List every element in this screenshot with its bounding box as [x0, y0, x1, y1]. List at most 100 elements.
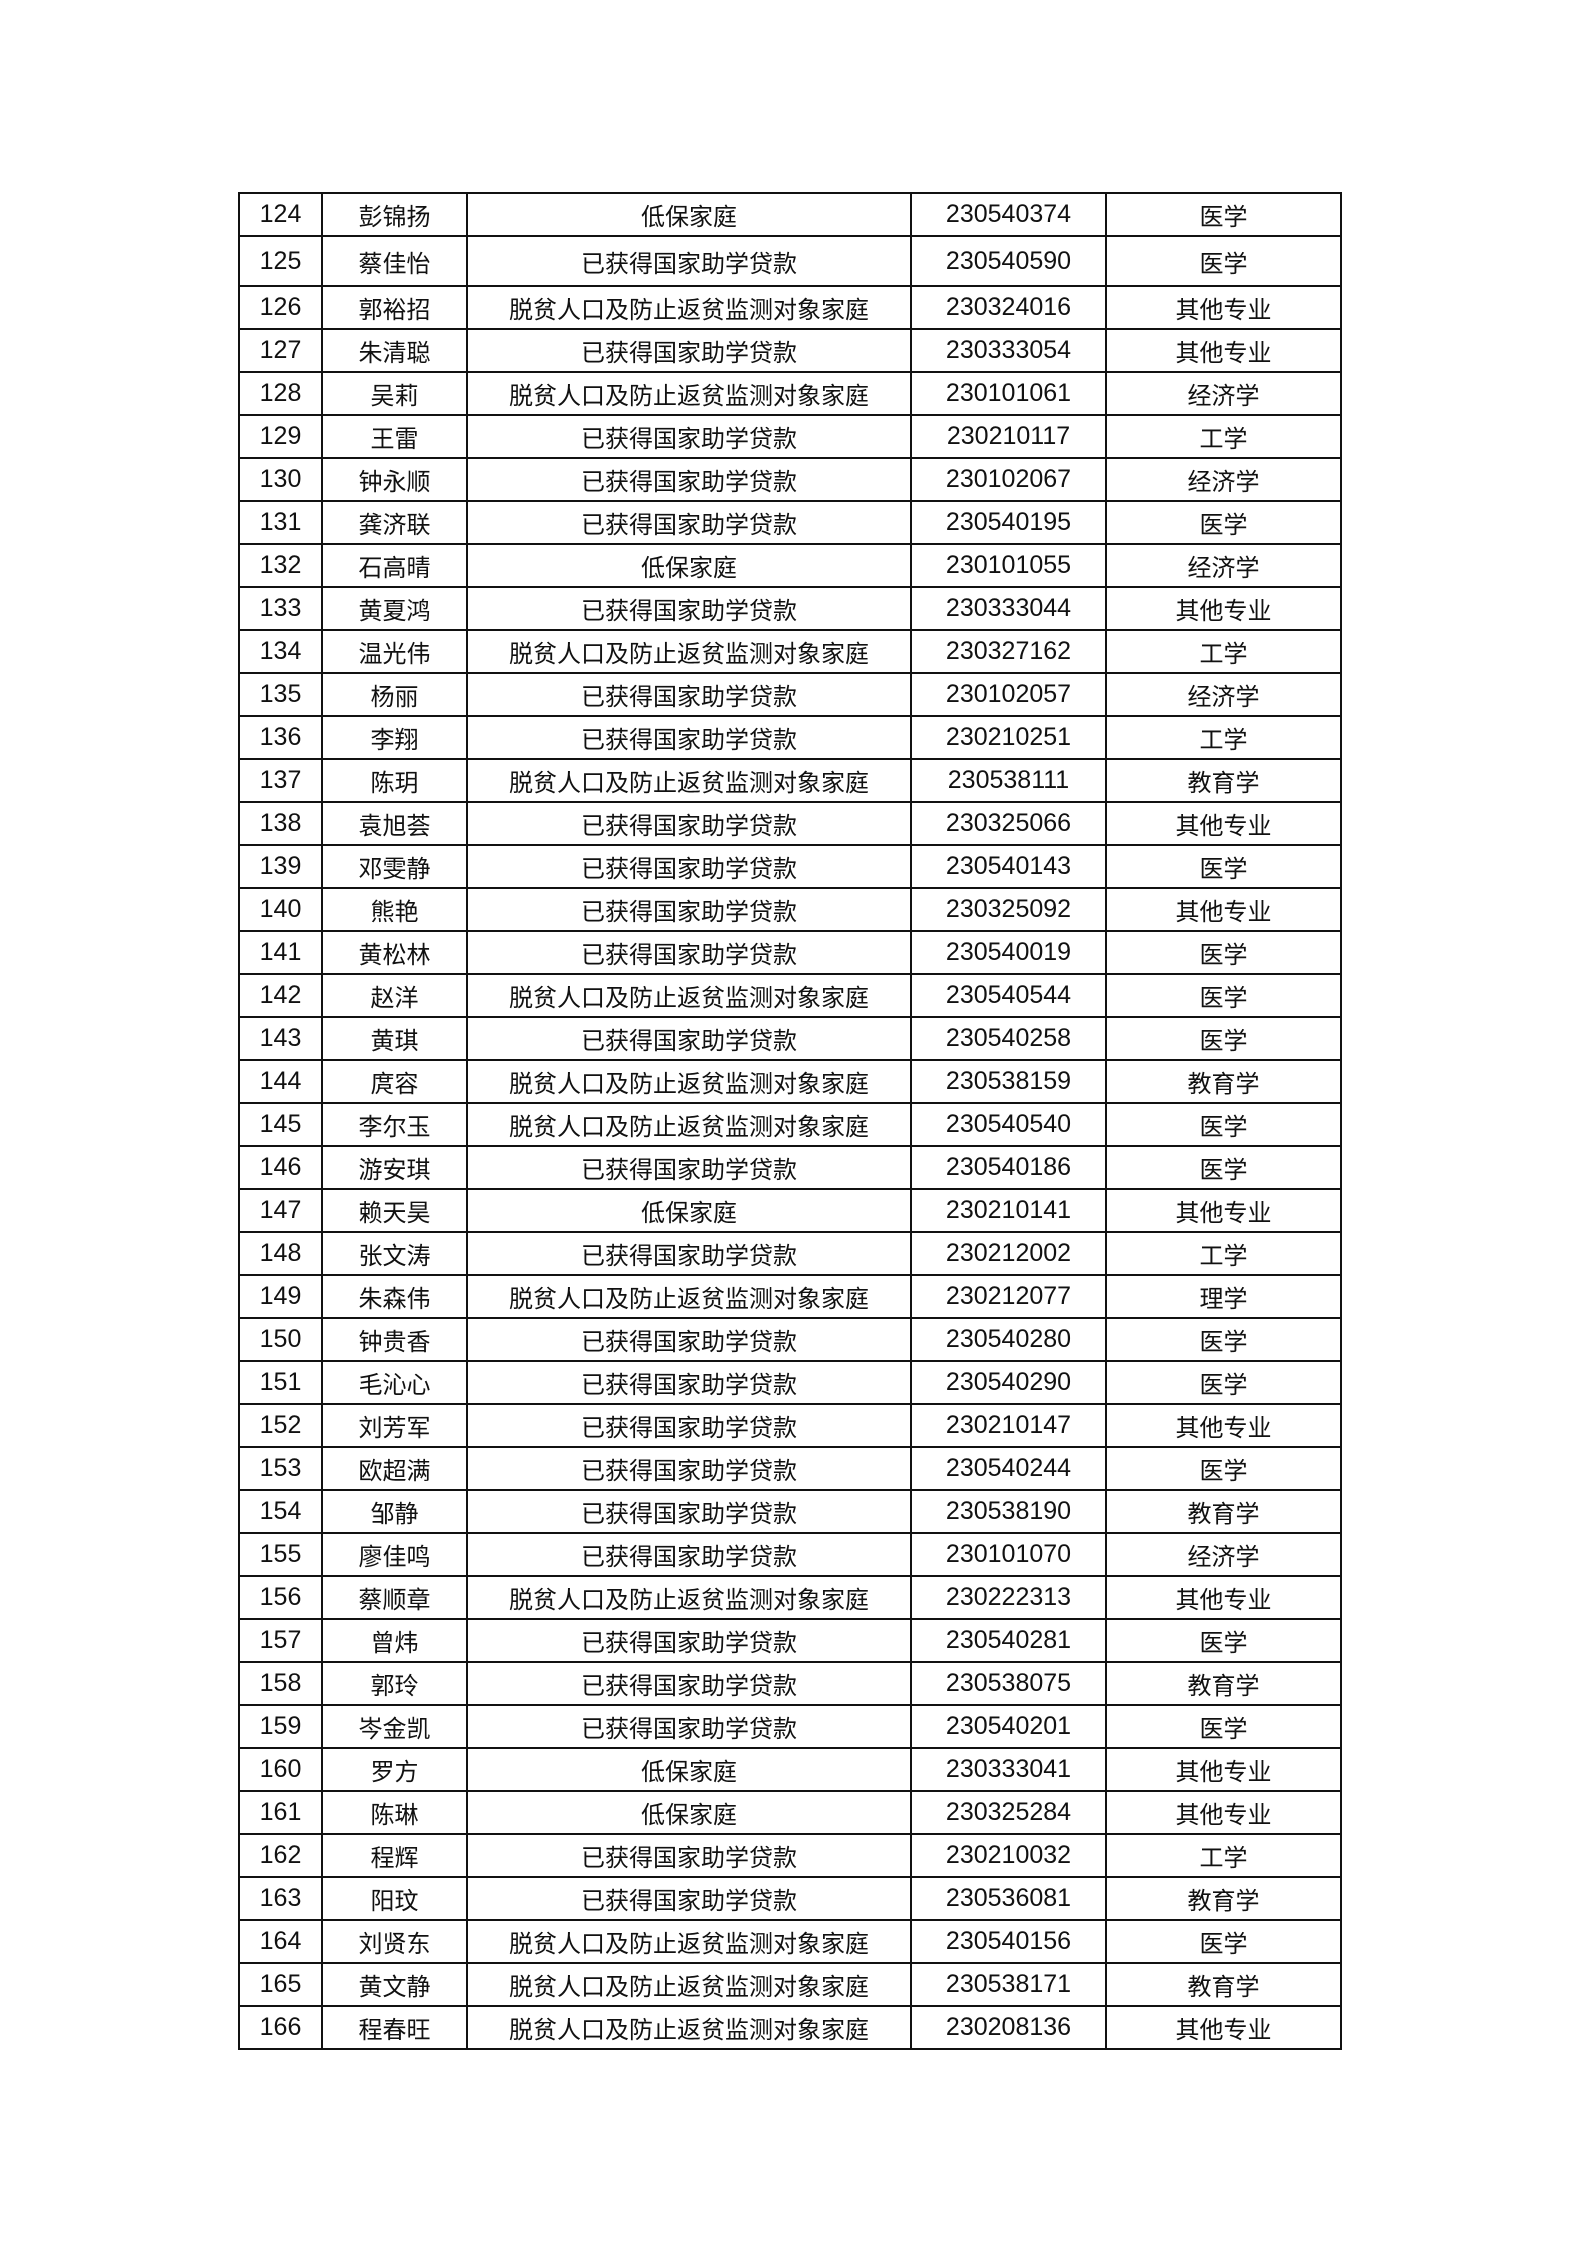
student-id-cell: 230538190 — [910, 1489, 1107, 1534]
major-cell: 医学 — [1105, 1360, 1342, 1405]
student-name-cell: 邓雯静 — [321, 844, 468, 889]
major-cell: 工学 — [1105, 1231, 1342, 1276]
student-name-cell: 朱森伟 — [321, 1274, 468, 1319]
table-row: 137 陈玥 脱贫人口及防止返贫监测对象家庭 230538111 教育学 — [238, 758, 1342, 803]
aid-category-cell: 已获得国家助学贷款 — [466, 328, 912, 373]
student-name-cell: 程辉 — [321, 1833, 468, 1878]
aid-category-cell: 已获得国家助学贷款 — [466, 1661, 912, 1706]
aid-category-cell: 脱贫人口及防止返贫监测对象家庭 — [466, 1102, 912, 1147]
row-number-cell: 141 — [238, 930, 323, 975]
student-id-cell: 230102057 — [910, 672, 1107, 717]
row-number-cell: 140 — [238, 887, 323, 932]
row-number-cell: 149 — [238, 1274, 323, 1319]
student-name-cell: 袁旭荟 — [321, 801, 468, 846]
row-number-cell: 127 — [238, 328, 323, 373]
student-id-cell: 230325092 — [910, 887, 1107, 932]
student-id-cell: 230540019 — [910, 930, 1107, 975]
major-cell: 经济学 — [1105, 457, 1342, 502]
table-row: 140 熊艳 已获得国家助学贷款 230325092 其他专业 — [238, 887, 1342, 932]
table-row: 135 杨丽 已获得国家助学贷款 230102057 经济学 — [238, 672, 1342, 717]
aid-category-cell: 已获得国家助学贷款 — [466, 1360, 912, 1405]
table-row: 125 蔡佳怡 已获得国家助学贷款 230540590 医学 — [238, 235, 1342, 287]
table-row: 136 李翔 已获得国家助学贷款 230210251 工学 — [238, 715, 1342, 760]
row-number-cell: 159 — [238, 1704, 323, 1749]
student-name-cell: 张文涛 — [321, 1231, 468, 1276]
row-number-cell: 150 — [238, 1317, 323, 1362]
aid-category-cell: 低保家庭 — [466, 1790, 912, 1835]
student-id-cell: 230540156 — [910, 1919, 1107, 1964]
row-number-cell: 155 — [238, 1532, 323, 1577]
student-id-cell: 230540280 — [910, 1317, 1107, 1362]
row-number-cell: 161 — [238, 1790, 323, 1835]
row-number-cell: 153 — [238, 1446, 323, 1491]
major-cell: 医学 — [1105, 1102, 1342, 1147]
major-cell: 教育学 — [1105, 758, 1342, 803]
aid-category-cell: 已获得国家助学贷款 — [466, 1317, 912, 1362]
major-cell: 医学 — [1105, 1618, 1342, 1663]
table-row: 153 欧超满 已获得国家助学贷款 230540244 医学 — [238, 1446, 1342, 1491]
aid-category-cell: 低保家庭 — [466, 1188, 912, 1233]
aid-category-cell: 已获得国家助学贷款 — [466, 844, 912, 889]
table-row: 154 邹静 已获得国家助学贷款 230538190 教育学 — [238, 1489, 1342, 1534]
student-name-cell: 蔡佳怡 — [321, 235, 468, 287]
table-row: 150 钟贵香 已获得国家助学贷款 230540280 医学 — [238, 1317, 1342, 1362]
row-number-cell: 148 — [238, 1231, 323, 1276]
table-row: 144 庹容 脱贫人口及防止返贫监测对象家庭 230538159 教育学 — [238, 1059, 1342, 1104]
major-cell: 理学 — [1105, 1274, 1342, 1319]
student-name-cell: 蔡顺章 — [321, 1575, 468, 1620]
student-name-cell: 黄琪 — [321, 1016, 468, 1061]
major-cell: 工学 — [1105, 1833, 1342, 1878]
table-row: 163 阳玟 已获得国家助学贷款 230536081 教育学 — [238, 1876, 1342, 1921]
aid-category-cell: 脱贫人口及防止返贫监测对象家庭 — [466, 1274, 912, 1319]
major-cell: 其他专业 — [1105, 328, 1342, 373]
row-number-cell: 124 — [238, 192, 323, 237]
student-id-cell: 230210147 — [910, 1403, 1107, 1448]
row-number-cell: 163 — [238, 1876, 323, 1921]
major-cell: 其他专业 — [1105, 887, 1342, 932]
row-number-cell: 133 — [238, 586, 323, 631]
student-name-cell: 钟永顺 — [321, 457, 468, 502]
row-number-cell: 162 — [238, 1833, 323, 1878]
student-name-cell: 黄松林 — [321, 930, 468, 975]
row-number-cell: 157 — [238, 1618, 323, 1663]
table-row: 160 罗方 低保家庭 230333041 其他专业 — [238, 1747, 1342, 1792]
table-row: 134 温光伟 脱贫人口及防止返贫监测对象家庭 230327162 工学 — [238, 629, 1342, 674]
row-number-cell: 164 — [238, 1919, 323, 1964]
table-row: 156 蔡顺章 脱贫人口及防止返贫监测对象家庭 230222313 其他专业 — [238, 1575, 1342, 1620]
aid-category-cell: 已获得国家助学贷款 — [466, 500, 912, 545]
row-number-cell: 132 — [238, 543, 323, 588]
student-name-cell: 黄夏鸿 — [321, 586, 468, 631]
aid-category-cell: 已获得国家助学贷款 — [466, 1532, 912, 1577]
row-number-cell: 144 — [238, 1059, 323, 1104]
student-id-cell: 230536081 — [910, 1876, 1107, 1921]
table-row: 149 朱森伟 脱贫人口及防止返贫监测对象家庭 230212077 理学 — [238, 1274, 1342, 1319]
aid-category-cell: 已获得国家助学贷款 — [466, 457, 912, 502]
row-number-cell: 143 — [238, 1016, 323, 1061]
aid-category-cell: 已获得国家助学贷款 — [466, 414, 912, 459]
student-name-cell: 温光伟 — [321, 629, 468, 674]
student-name-cell: 杨丽 — [321, 672, 468, 717]
student-name-cell: 钟贵香 — [321, 1317, 468, 1362]
student-name-cell: 曾炜 — [321, 1618, 468, 1663]
student-id-cell: 230540143 — [910, 844, 1107, 889]
student-id-cell: 230540244 — [910, 1446, 1107, 1491]
major-cell: 经济学 — [1105, 1532, 1342, 1577]
student-id-cell: 230538075 — [910, 1661, 1107, 1706]
aid-category-cell: 已获得国家助学贷款 — [466, 1446, 912, 1491]
table-row: 161 陈琳 低保家庭 230325284 其他专业 — [238, 1790, 1342, 1835]
student-name-cell: 熊艳 — [321, 887, 468, 932]
student-name-cell: 毛沁心 — [321, 1360, 468, 1405]
major-cell: 医学 — [1105, 844, 1342, 889]
row-number-cell: 142 — [238, 973, 323, 1018]
table-row: 126 郭裕招 脱贫人口及防止返贫监测对象家庭 230324016 其他专业 — [238, 285, 1342, 330]
student-id-cell: 230538111 — [910, 758, 1107, 803]
student-name-cell: 石高晴 — [321, 543, 468, 588]
student-id-cell: 230540281 — [910, 1618, 1107, 1663]
row-number-cell: 158 — [238, 1661, 323, 1706]
student-name-cell: 廖佳鸣 — [321, 1532, 468, 1577]
row-number-cell: 152 — [238, 1403, 323, 1448]
major-cell: 经济学 — [1105, 371, 1342, 416]
major-cell: 其他专业 — [1105, 1747, 1342, 1792]
row-number-cell: 138 — [238, 801, 323, 846]
student-list-table: 124 彭锦扬 低保家庭 230540374 医学 125 蔡佳怡 已获得国家助学贷款 2305… — [238, 192, 1342, 2050]
